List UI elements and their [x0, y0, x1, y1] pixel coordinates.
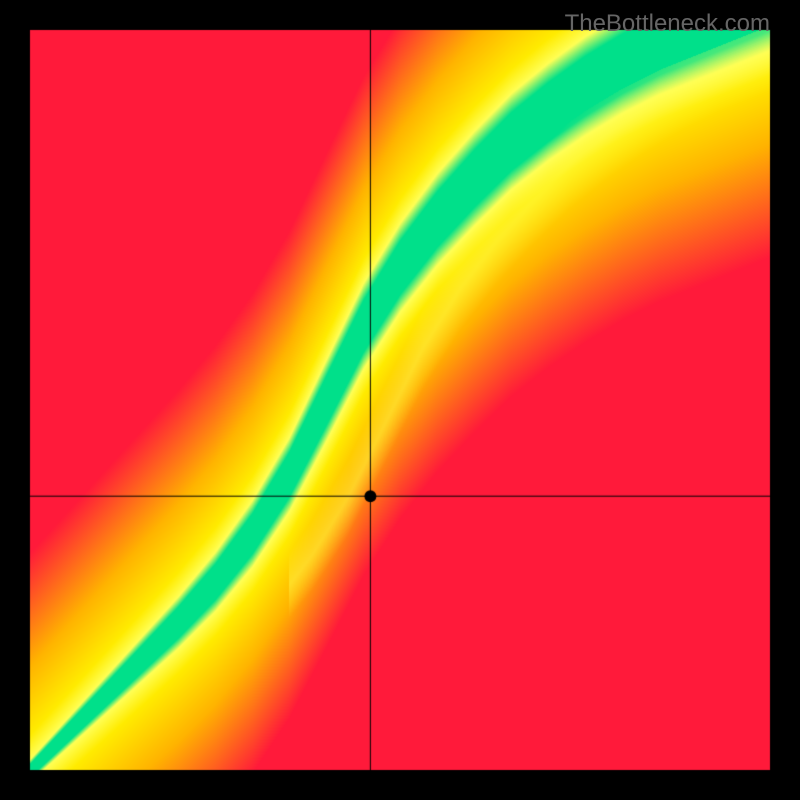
bottleneck-heatmap: [0, 0, 800, 800]
watermark-text: TheBottleneck.com: [565, 10, 770, 38]
chart-container: TheBottleneck.com: [0, 0, 800, 800]
